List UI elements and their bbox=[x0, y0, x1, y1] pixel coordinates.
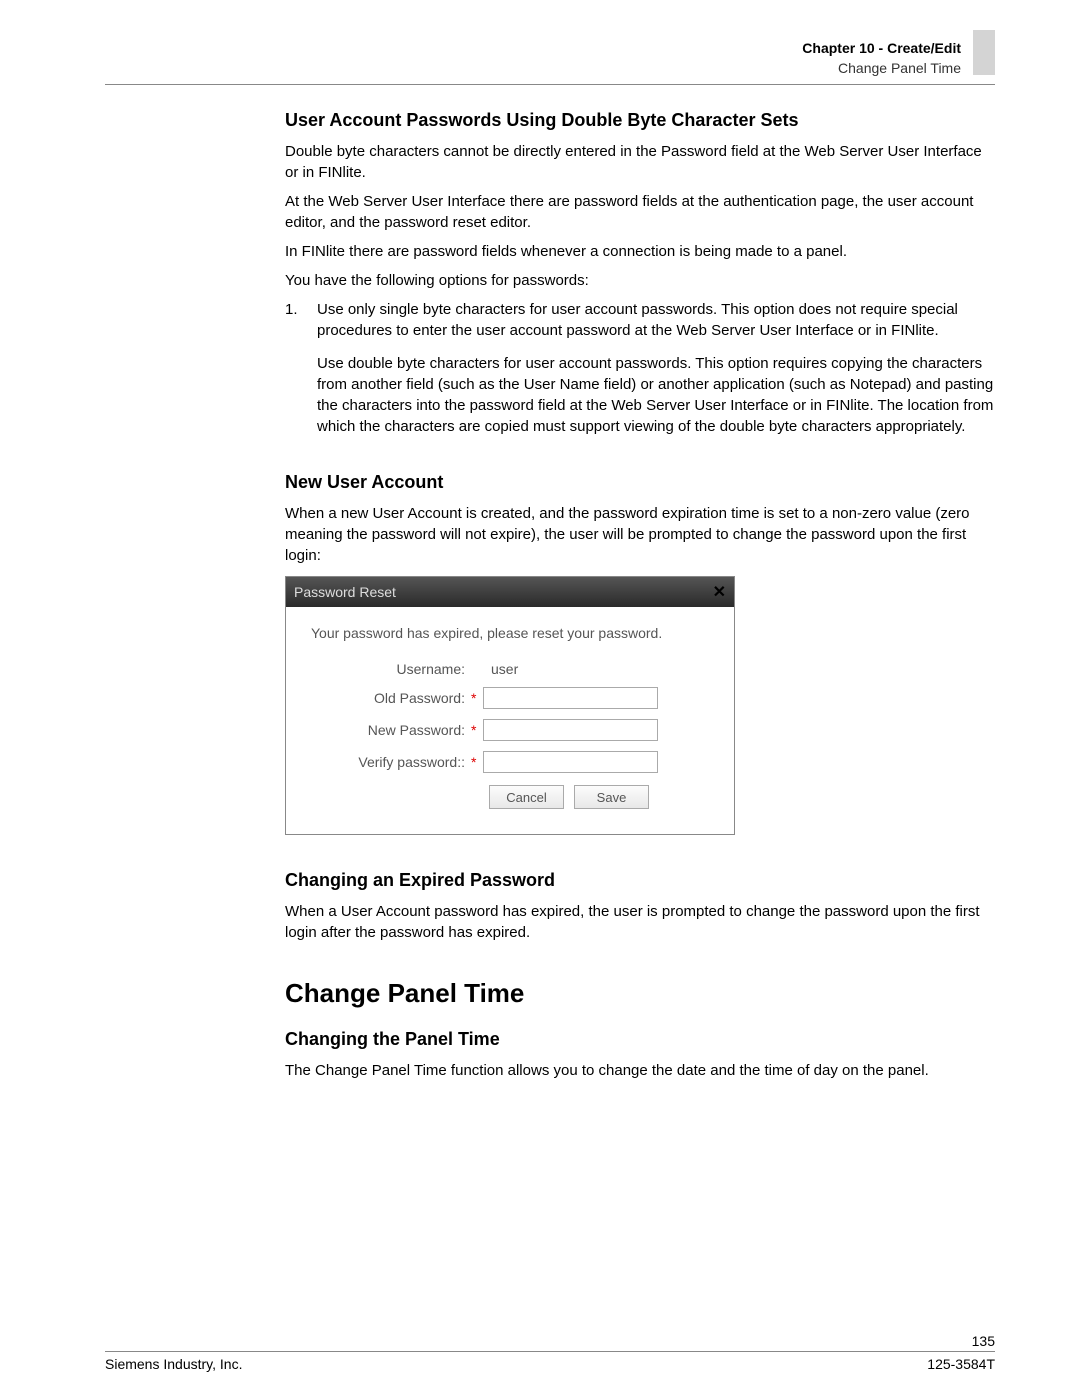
dialog-titlebar: Password Reset ✕ bbox=[286, 577, 734, 607]
required-asterisk: * bbox=[471, 722, 483, 738]
footer-rule bbox=[105, 1351, 995, 1352]
list-number: 1. bbox=[285, 299, 298, 320]
section-label: Change Panel Time bbox=[802, 60, 961, 76]
paragraph: You have the following options for passw… bbox=[285, 270, 995, 291]
new-password-input[interactable] bbox=[483, 719, 658, 741]
dialog-button-row: Cancel Save bbox=[489, 785, 709, 809]
username-label: Username: bbox=[311, 661, 471, 677]
dialog-body: Your password has expired, please reset … bbox=[286, 607, 734, 834]
close-icon[interactable]: ✕ bbox=[713, 582, 726, 602]
header-rule bbox=[105, 84, 995, 85]
list-item: 1. Use only single byte characters for u… bbox=[285, 299, 995, 341]
heading-double-byte: User Account Passwords Using Double Byte… bbox=[285, 110, 995, 131]
dialog-title: Password Reset bbox=[294, 584, 396, 600]
form-row-new-password: New Password: * bbox=[311, 719, 709, 741]
paragraph: When a new User Account is created, and … bbox=[285, 503, 995, 566]
list-text: Use only single byte characters for user… bbox=[317, 301, 958, 339]
heading-changing-panel-time: Changing the Panel Time bbox=[285, 1029, 995, 1050]
username-value: user bbox=[483, 661, 518, 677]
required-asterisk: * bbox=[471, 754, 483, 770]
header-tab-marker bbox=[973, 30, 995, 75]
dialog-message: Your password has expired, please reset … bbox=[311, 625, 709, 641]
save-button[interactable]: Save bbox=[574, 785, 649, 809]
footer-company: Siemens Industry, Inc. bbox=[105, 1356, 242, 1372]
list-subtext: Use double byte characters for user acco… bbox=[285, 353, 995, 437]
form-row-old-password: Old Password: * bbox=[311, 687, 709, 709]
chapter-label: Chapter 10 - Create/Edit bbox=[802, 40, 961, 56]
form-row-verify-password: Verify password:: * bbox=[311, 751, 709, 773]
new-password-label: New Password: bbox=[311, 722, 471, 738]
heading-expired-password: Changing an Expired Password bbox=[285, 870, 995, 891]
footer-docid: 125-3584T bbox=[927, 1356, 995, 1372]
paragraph: In FINlite there are password fields whe… bbox=[285, 241, 995, 262]
verify-password-input[interactable] bbox=[483, 751, 658, 773]
cancel-button[interactable]: Cancel bbox=[489, 785, 564, 809]
paragraph: The Change Panel Time function allows yo… bbox=[285, 1060, 995, 1081]
form-row-username: Username: user bbox=[311, 661, 709, 677]
page-number: 135 bbox=[105, 1333, 995, 1349]
paragraph: Double byte characters cannot be directl… bbox=[285, 141, 995, 183]
paragraph: At the Web Server User Interface there a… bbox=[285, 191, 995, 233]
heading-change-panel-time: Change Panel Time bbox=[285, 978, 995, 1009]
verify-password-label: Verify password:: bbox=[311, 754, 471, 770]
heading-new-user-account: New User Account bbox=[285, 472, 995, 493]
page-header: Chapter 10 - Create/Edit Change Panel Ti… bbox=[105, 30, 995, 85]
old-password-input[interactable] bbox=[483, 687, 658, 709]
password-reset-dialog: Password Reset ✕ Your password has expir… bbox=[285, 576, 735, 835]
required-asterisk: * bbox=[471, 690, 483, 706]
old-password-label: Old Password: bbox=[311, 690, 471, 706]
page-footer: 135 Siemens Industry, Inc. 125-3584T bbox=[105, 1333, 995, 1372]
paragraph: When a User Account password has expired… bbox=[285, 901, 995, 943]
content-area: User Account Passwords Using Double Byte… bbox=[285, 110, 995, 1081]
